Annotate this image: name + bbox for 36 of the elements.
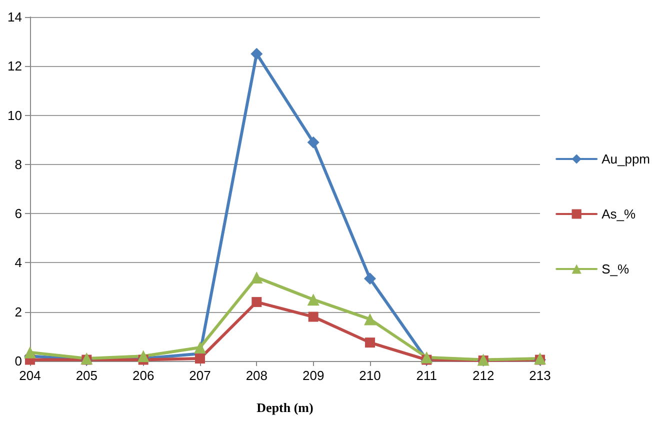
- x-tick-label: 205: [76, 368, 98, 383]
- point: [24, 346, 36, 358]
- x-tick-label: 211: [416, 368, 438, 383]
- y-tick-label: 8: [14, 156, 22, 172]
- point: [194, 341, 206, 354]
- x-tick-label: 206: [132, 368, 154, 383]
- x-tick-label: 207: [189, 368, 211, 383]
- y-tick-label: 6: [14, 206, 22, 222]
- point: [364, 313, 376, 326]
- x-tick-label: 204: [19, 368, 41, 383]
- point: [137, 350, 150, 362]
- point: [364, 272, 376, 285]
- legend-label: As_%: [602, 206, 636, 222]
- x-tick-label: 208: [246, 368, 268, 383]
- point: [420, 351, 433, 364]
- point: [195, 354, 205, 364]
- x-tick-label: 212: [472, 368, 494, 383]
- y-tick-label: 12: [8, 58, 22, 74]
- legend-label: Au_ppm: [602, 152, 650, 166]
- point: [250, 271, 263, 284]
- legend-label: S_%: [602, 262, 630, 276]
- y-tick-label: 14: [8, 10, 22, 24]
- point: [365, 338, 375, 348]
- x-tick-label: 213: [529, 368, 551, 383]
- y-tick-label: 4: [14, 255, 22, 270]
- point: [308, 312, 318, 322]
- y-tick-label: 2: [14, 304, 22, 320]
- point: [252, 297, 262, 308]
- x-axis-title: Depth (m): [256, 400, 314, 415]
- x-tick-label: 209: [302, 368, 324, 383]
- point: [250, 48, 263, 60]
- point: [307, 294, 320, 306]
- point: [307, 136, 320, 148]
- y-tick-label: 0: [14, 354, 22, 368]
- x-tick-label: 210: [359, 368, 381, 383]
- y-tick-label: 10: [8, 108, 22, 123]
